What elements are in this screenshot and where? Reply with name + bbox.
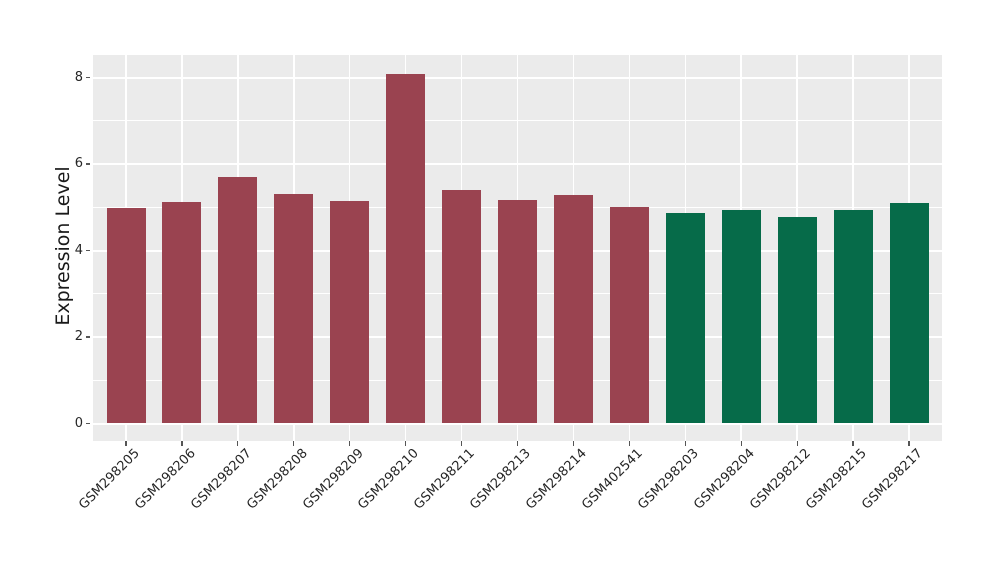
bar-GSM298211 [442,189,482,424]
x-tick-mark [349,441,351,446]
y-tick-label: 6 [74,155,83,171]
y-tick-label: 8 [74,69,83,85]
x-tick-mark [516,441,519,446]
x-tick-mark [181,441,183,446]
y-tick-mark [86,422,90,425]
x-tick-mark [628,441,630,446]
y-tick-label: 0 [74,415,83,431]
bar-GSM298214 [553,195,593,424]
gridline-major [93,422,942,425]
bar-GSM298215 [833,209,873,424]
x-tick-mark [796,441,798,446]
x-tick-mark [572,441,575,446]
y-tick-mark [86,76,90,79]
bar-GSM298204 [721,210,761,424]
y-tick-label: 4 [74,242,83,258]
bar-GSM298205 [106,207,146,424]
x-tick-mark [740,441,742,446]
bar-GSM298210 [386,74,426,424]
bar-GSM298212 [777,217,817,424]
y-tick-mark [86,336,90,338]
bar-GSM298209 [330,201,370,424]
bar-GSM298217 [889,202,929,424]
bar-GSM298213 [498,199,537,424]
gridline-major [93,163,942,165]
x-tick-mark [293,441,295,446]
bar-GSM298203 [665,213,705,424]
y-tick-mark [86,249,90,252]
y-tick-label: 2 [74,328,83,344]
x-tick-mark [237,441,239,446]
x-tick-mark [908,441,910,446]
x-tick-mark [852,441,854,446]
x-tick-mark [405,441,407,446]
bar-GSM298208 [274,194,314,424]
bar-GSM402541 [609,206,649,424]
gridline-major [93,76,942,79]
bar-GSM298207 [218,177,258,424]
y-axis-title: Expression Level [52,166,74,326]
x-tick-mark [684,441,686,446]
x-tick-mark [460,441,463,446]
y-tick-mark [86,163,90,165]
bar-GSM298206 [162,202,202,424]
x-tick-mark [125,441,127,446]
gridline-minor [93,120,942,122]
